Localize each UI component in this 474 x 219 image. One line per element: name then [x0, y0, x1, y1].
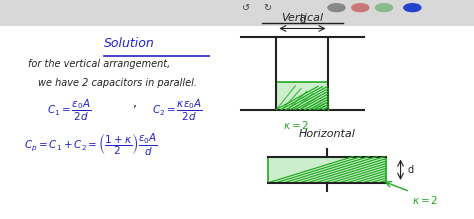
Circle shape	[375, 4, 392, 12]
Text: $\kappa = 2$: $\kappa = 2$	[412, 194, 439, 206]
Text: $\kappa = 2$: $\kappa = 2$	[283, 119, 310, 131]
Text: $C_2 = \dfrac{\kappa\varepsilon_0 A}{2d}$: $C_2 = \dfrac{\kappa\varepsilon_0 A}{2d}…	[152, 97, 202, 122]
Text: Horizontal: Horizontal	[299, 129, 356, 139]
Text: d: d	[408, 165, 414, 175]
FancyBboxPatch shape	[0, 0, 474, 26]
Bar	[276, 82, 328, 110]
Text: ,: ,	[133, 97, 137, 110]
Text: for the vertical arrangement,: for the vertical arrangement,	[28, 59, 171, 69]
Text: ↺: ↺	[242, 3, 251, 13]
Circle shape	[328, 4, 345, 12]
Text: $C_p = C_1 + C_2 = \left(\dfrac{1+\kappa}{2}\right)\dfrac{\varepsilon_0 A}{d}$: $C_p = C_1 + C_2 = \left(\dfrac{1+\kappa…	[24, 131, 157, 157]
Text: $C_1 = \dfrac{\varepsilon_0 A}{2d}$: $C_1 = \dfrac{\varepsilon_0 A}{2d}$	[47, 97, 92, 122]
Text: Solution: Solution	[104, 37, 155, 50]
Text: Vertical: Vertical	[282, 13, 323, 23]
Circle shape	[352, 4, 369, 12]
Bar	[268, 157, 386, 183]
Text: we have 2 capacitors in parallel.: we have 2 capacitors in parallel.	[38, 78, 197, 88]
Circle shape	[404, 4, 421, 12]
Text: d: d	[300, 15, 305, 25]
Text: ↻: ↻	[264, 3, 272, 13]
